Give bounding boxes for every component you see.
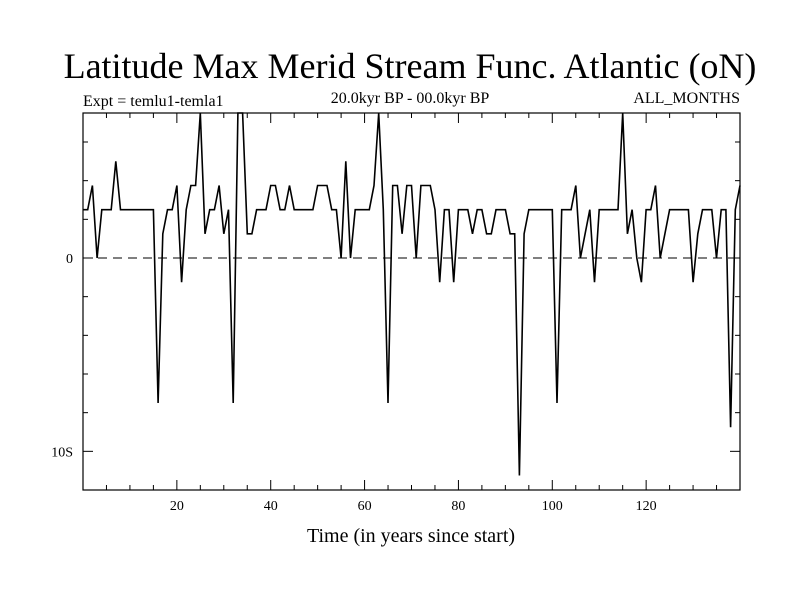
experiment-label: Expt = temlu1-temla1	[83, 93, 224, 110]
months-label: ALL_MONTHS	[633, 90, 740, 107]
x-tick-label: 80	[451, 499, 465, 514]
x-tick-label: 100	[542, 499, 563, 514]
x-tick-label: 120	[636, 499, 657, 514]
axis-ticks	[83, 113, 740, 491]
y-tick-label: 10S	[51, 445, 73, 460]
tick-labels: 20 40 60 80 100 120 0 10S	[51, 252, 656, 514]
chart-title: Latitude Max Merid Stream Func. Atlantic…	[64, 46, 757, 86]
x-axis-label: Time (in years since start)	[307, 525, 515, 547]
x-tick-label: 20	[170, 499, 184, 514]
y-tick-label: 0	[66, 252, 73, 267]
plot-frame	[82, 112, 741, 491]
period-label: 20.0kyr BP - 00.0kyr BP	[331, 90, 490, 107]
x-tick-label: 60	[358, 499, 372, 514]
x-tick-label: 40	[264, 499, 278, 514]
series-line	[83, 112, 741, 476]
